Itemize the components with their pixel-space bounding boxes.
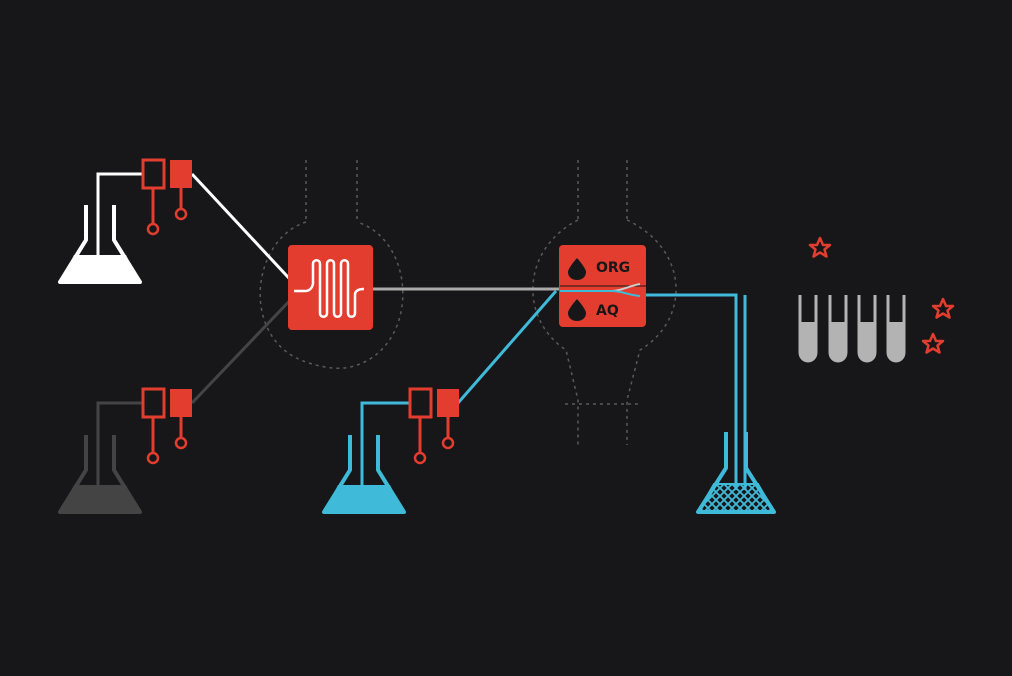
star-icon [921, 332, 945, 354]
dashed-separator-outline [532, 160, 677, 445]
reagent-flask-gray [58, 435, 142, 514]
coil-reactor-icon [294, 259, 365, 318]
gray-stream-line [96, 401, 143, 440]
blue-stream-line [360, 401, 410, 440]
star-icons [808, 236, 955, 354]
separator-label-org: ORG [596, 260, 630, 276]
reagent-flask-white [58, 204, 142, 284]
dashed-reactor-outline [259, 160, 404, 369]
gray-stream-line-to-reactor [190, 290, 300, 405]
star-icon [931, 297, 955, 319]
liquid-separator: ORG AQ [559, 245, 646, 327]
waste-flask [696, 432, 776, 514]
pump-blue-stream [408, 387, 459, 465]
droplet-icon [568, 258, 586, 280]
blue-stream-line-to-separator [456, 290, 558, 404]
droplet-icon [568, 299, 586, 321]
white-stream-line-to-reactor [190, 172, 302, 292]
collection-tubes [798, 295, 906, 363]
pump-gray-stream [141, 387, 192, 465]
star-icon [808, 236, 832, 258]
coil-reactor [288, 245, 373, 330]
separator-label-aq: AQ [596, 303, 619, 319]
white-stream-line [96, 172, 143, 204]
reagent-flask-blue [322, 435, 406, 514]
pump-white-stream [141, 158, 192, 236]
